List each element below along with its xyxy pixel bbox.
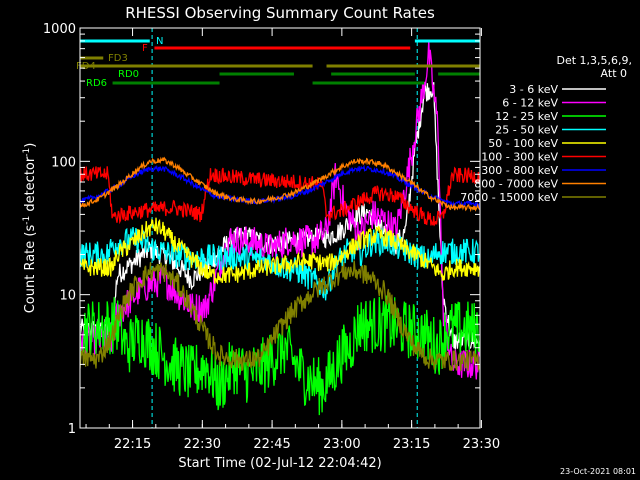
series-line-7 bbox=[80, 156, 480, 213]
series-line-5 bbox=[80, 166, 480, 227]
x-tick-label-4: 23:15 bbox=[393, 437, 430, 452]
plot-area: NF FD3 FD4 RD0 RD6 bbox=[76, 28, 481, 428]
y-tick-label-0: 1 bbox=[68, 422, 76, 437]
x-axis: 22:15 22:30 22:45 23:00 23:15 23:30 bbox=[85, 28, 500, 452]
series-line-2 bbox=[80, 295, 480, 416]
legend-label-4: 50 - 100 keV bbox=[488, 137, 558, 150]
legend-label-0: 3 - 6 keV bbox=[509, 83, 558, 96]
series-line-4 bbox=[80, 217, 480, 285]
legend-label-8: 7000 - 15000 keV bbox=[460, 191, 558, 204]
state-label-fd4: FD4 bbox=[76, 61, 96, 72]
chart-title: RHESSI Observing Summary Count Rates bbox=[125, 4, 435, 22]
legend-label-7: 800 - 7000 keV bbox=[474, 178, 558, 191]
y-axis-label: Count Rate (s-1 detector-1) bbox=[22, 143, 38, 314]
series-line-8 bbox=[80, 260, 480, 372]
series-group bbox=[80, 39, 480, 416]
legend-label-2: 12 - 25 keV bbox=[495, 110, 558, 123]
render-timestamp: 23-Oct-2021 08:01 bbox=[560, 467, 636, 476]
legend-header-2: Att 0 bbox=[601, 67, 627, 80]
legend-label-5: 100 - 300 keV bbox=[481, 151, 558, 164]
x-tick-label-3: 23:00 bbox=[323, 437, 360, 452]
x-axis-label: Start Time (02-Jul-12 22:04:42) bbox=[178, 456, 381, 471]
y-axis-label-main: Count Rate (s bbox=[23, 225, 38, 314]
state-label-n: N bbox=[156, 36, 163, 47]
legend-header-1: Det 1,3,5,6,9, bbox=[556, 54, 632, 67]
state-label-rd6: RD6 bbox=[86, 78, 107, 89]
state-label-fd3: FD3 bbox=[108, 53, 128, 64]
x-tick-label-2: 22:45 bbox=[253, 437, 290, 452]
y-axis: 1 10 100 1000 bbox=[43, 22, 480, 437]
state-bars: NF FD3 FD4 RD0 RD6 bbox=[76, 36, 480, 89]
plot-frame bbox=[79, 27, 481, 429]
y-axis-label-sup1: -1 bbox=[22, 216, 32, 225]
state-label-f: F bbox=[142, 43, 148, 54]
y-axis-label-mid: detector bbox=[23, 156, 38, 216]
x-tick-label-1: 22:30 bbox=[184, 437, 221, 452]
y-tick-label-2: 100 bbox=[51, 155, 76, 170]
series-line-1 bbox=[80, 39, 480, 380]
y-axis-label-end: ) bbox=[23, 143, 38, 148]
y-tick-label-3: 1000 bbox=[43, 22, 76, 37]
y-tick-label-1: 10 bbox=[59, 289, 76, 304]
x-tick-label-0: 22:15 bbox=[114, 437, 151, 452]
legend-label-3: 25 - 50 keV bbox=[495, 124, 558, 137]
x-tick-label-5: 23:30 bbox=[463, 437, 500, 452]
y-axis-label-sup2: -1 bbox=[22, 148, 32, 157]
legend-label-1: 6 - 12 keV bbox=[502, 97, 558, 110]
legend-label-6: 300 - 800 keV bbox=[481, 164, 558, 177]
state-label-rd0: RD0 bbox=[118, 69, 139, 80]
